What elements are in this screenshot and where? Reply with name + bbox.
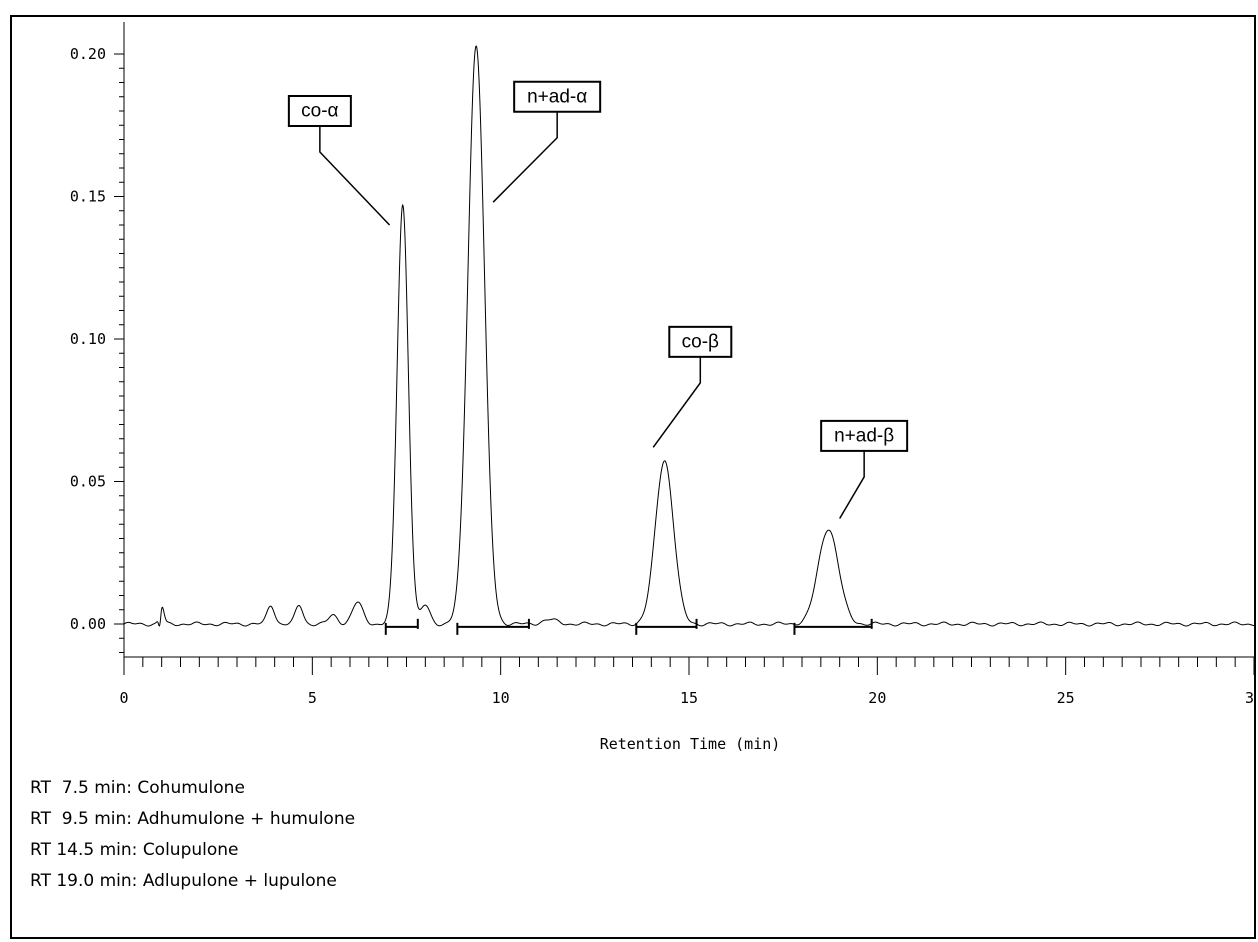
peak-label: co-β — [682, 331, 719, 352]
x-tick-label: 30 — [1245, 689, 1254, 707]
legend-rt: RT 14.5 min: — [30, 840, 138, 860]
legend-rt: RT 7.5 min: — [30, 778, 132, 798]
peak-callouts: co-α n+ad-α co-β n+ad-β — [287, 80, 909, 519]
peak-legend: RT 7.5 min: Cohumulone RT 9.5 min: Adhum… — [30, 773, 355, 897]
legend-row: RT 7.5 min: Cohumulone — [30, 773, 355, 804]
x-tick-label: 20 — [868, 689, 886, 707]
legend-compound: Cohumulone — [137, 778, 245, 798]
x-tick-label: 5 — [308, 689, 317, 707]
peak-label-box — [668, 325, 733, 358]
legend-compound: Adlupulone + lupulone — [142, 871, 337, 891]
peak-leader-line — [839, 450, 865, 519]
peak-leader-line — [652, 356, 702, 448]
y-tick-label: 0.05 — [70, 473, 106, 491]
peak-leader-line — [492, 111, 558, 203]
legend-compound: Adhumulone + humulone — [137, 809, 356, 829]
legend-row: RT 19.0 min: Adlupulone + lupulone — [30, 866, 355, 897]
legend-row: RT 9.5 min: Adhumulone + humulone — [30, 804, 355, 835]
chart-frame: 0.00 0.05 0.10 0.15 0.20 0 5 10 15 20 25 30 co-α n+a… — [10, 15, 1256, 939]
y-tick-label: 0.15 — [70, 188, 106, 206]
legend-rt: RT 9.5 min: — [30, 809, 132, 829]
peak-label: n+ad-β — [834, 425, 894, 446]
x-tick-label: 0 — [119, 689, 128, 707]
chromatogram-trace — [123, 45, 1254, 627]
y-tick-label: 0.00 — [70, 615, 106, 633]
peak-label: n+ad-α — [527, 86, 587, 107]
peak-label: co-α — [301, 101, 338, 122]
legend-row: RT 14.5 min: Colupulone — [30, 835, 355, 866]
x-tick-label: 15 — [680, 689, 698, 707]
y-tick-label: 0.20 — [70, 45, 106, 63]
x-tick-label: 25 — [1057, 689, 1075, 707]
integration-segments — [384, 618, 873, 635]
chromatogram-plot: 0.00 0.05 0.10 0.15 0.20 0 5 10 15 20 25 30 co-α n+a… — [70, 22, 1254, 753]
legend-compound: Colupulone — [142, 840, 239, 860]
x-tick-label: 10 — [492, 689, 510, 707]
peak-label-box — [820, 419, 909, 452]
axes: 0.00 0.05 0.10 0.15 0.20 0 5 10 15 20 25 30 — [70, 22, 1254, 707]
peak-leader-line — [319, 126, 391, 226]
peak-label-box — [287, 95, 352, 127]
x-axis-label: Retention Time (min) — [600, 735, 781, 753]
y-tick-label: 0.10 — [70, 330, 106, 348]
legend-rt: RT 19.0 min: — [30, 871, 138, 891]
